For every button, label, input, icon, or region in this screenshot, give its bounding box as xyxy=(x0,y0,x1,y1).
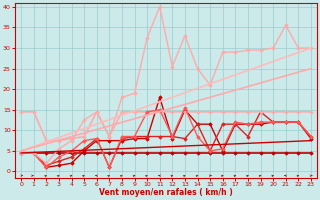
X-axis label: Vent moyen/en rafales ( km/h ): Vent moyen/en rafales ( km/h ) xyxy=(99,188,233,197)
